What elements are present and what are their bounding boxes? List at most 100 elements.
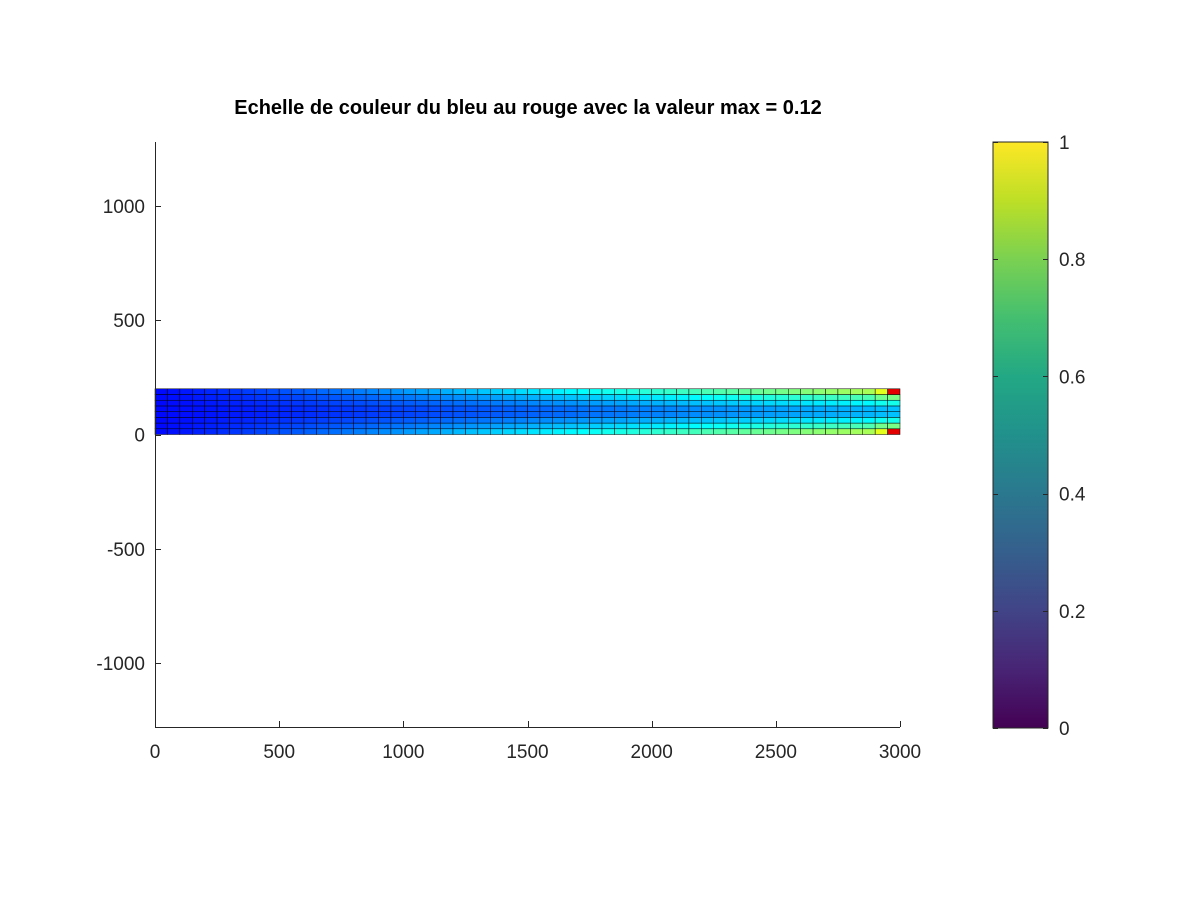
mesh-cell — [589, 422, 603, 430]
mesh-cell — [763, 405, 777, 412]
mesh-cell — [576, 417, 590, 424]
mesh-cell — [713, 411, 727, 418]
mesh-cell — [676, 428, 690, 435]
mesh-cell — [825, 399, 839, 407]
mesh-cell — [254, 417, 267, 424]
mesh-cell — [229, 394, 243, 401]
mesh-cell — [179, 411, 193, 418]
mesh-cell — [254, 394, 267, 401]
mesh-cell — [837, 411, 851, 418]
mesh-cell — [328, 417, 342, 424]
y-tick-label: 500 — [113, 311, 145, 332]
colorbar-tick-label: 1 — [1059, 133, 1070, 154]
mesh-cell — [390, 411, 404, 418]
mesh-cell — [490, 388, 503, 395]
mesh-cell — [614, 388, 628, 395]
mesh-cell — [353, 405, 367, 412]
mesh-cell — [663, 388, 677, 395]
mesh-cell — [676, 411, 690, 418]
mesh-cell — [825, 405, 839, 412]
mesh-cell — [725, 417, 739, 424]
mesh-cell — [502, 417, 516, 424]
mesh-cell — [266, 399, 280, 407]
mesh-cell — [378, 428, 392, 435]
mesh-cell — [365, 399, 379, 407]
mesh-cells — [154, 388, 901, 435]
mesh-cell — [167, 388, 181, 395]
mesh-cell — [862, 417, 876, 424]
mesh-cell — [775, 388, 789, 395]
mesh-cell — [254, 422, 267, 430]
mesh-cell — [552, 405, 565, 412]
mesh-cell — [341, 388, 354, 395]
mesh-cell — [688, 428, 702, 435]
mesh-cell — [763, 388, 777, 395]
x-tick-label: 2500 — [755, 742, 797, 763]
mesh-cell — [179, 422, 193, 430]
mesh-cell — [750, 399, 764, 407]
mesh-cell — [626, 394, 640, 401]
mesh-cell — [278, 405, 292, 412]
mesh-cell — [825, 428, 839, 435]
mesh-cell — [341, 399, 354, 407]
mesh-cell — [651, 428, 665, 435]
mesh-cell — [589, 417, 603, 424]
mesh-cell — [266, 428, 280, 435]
mesh-cell — [452, 422, 466, 430]
mesh-cell — [266, 422, 280, 430]
mesh-cell — [601, 388, 615, 395]
mesh-cell — [614, 411, 628, 418]
mesh-cell — [738, 417, 752, 424]
mesh-cell — [812, 411, 826, 418]
mesh-cell — [328, 411, 342, 418]
mesh-cell — [725, 399, 739, 407]
mesh-cell — [415, 428, 429, 435]
mesh-cell — [663, 399, 677, 407]
mesh-cell — [154, 388, 168, 395]
mesh-cell — [440, 388, 454, 395]
mesh-cell — [266, 405, 280, 412]
mesh-cell — [825, 394, 839, 401]
mesh-cell — [278, 417, 292, 424]
mesh-cell — [465, 411, 479, 418]
mesh-cell — [589, 388, 603, 395]
mesh-cell — [601, 405, 615, 412]
mesh-cell — [514, 405, 528, 412]
mesh-cell — [601, 394, 615, 401]
mesh-cell — [639, 399, 652, 407]
colorbar-gradient — [992, 141, 1049, 729]
mesh-cell — [514, 394, 528, 401]
mesh-cell — [427, 428, 441, 435]
mesh-cell — [316, 394, 330, 401]
mesh-cell — [341, 417, 354, 424]
mesh-cell — [353, 394, 367, 401]
mesh-cell — [204, 417, 218, 424]
mesh-cell — [614, 399, 628, 407]
mesh-cell — [651, 411, 665, 418]
mesh-cell — [278, 388, 292, 395]
mesh-cell — [465, 422, 479, 430]
mesh-cell — [490, 411, 503, 418]
mesh-cell — [427, 399, 441, 407]
mesh-cell — [564, 405, 578, 412]
mesh-cell — [589, 411, 603, 418]
mesh-cell — [589, 405, 603, 412]
mesh-cell — [651, 417, 665, 424]
mesh-cell — [291, 394, 305, 401]
mesh-cell — [701, 411, 714, 418]
mesh-cell — [278, 422, 292, 430]
mesh-cell — [788, 399, 801, 407]
mesh-cell — [192, 422, 205, 430]
mesh-cell — [639, 388, 652, 395]
mesh-cell — [154, 417, 168, 424]
mesh-cell — [837, 417, 851, 424]
mesh-cell — [601, 399, 615, 407]
mesh-cell — [788, 405, 801, 412]
mesh-cell — [477, 405, 491, 412]
mesh-cell — [850, 411, 863, 418]
y-tick-label: -1000 — [96, 654, 145, 675]
colorbar-tick-label: 0 — [1059, 719, 1070, 740]
mesh-cell — [216, 399, 230, 407]
mesh-cell — [701, 405, 714, 412]
mesh-cell — [725, 422, 739, 430]
